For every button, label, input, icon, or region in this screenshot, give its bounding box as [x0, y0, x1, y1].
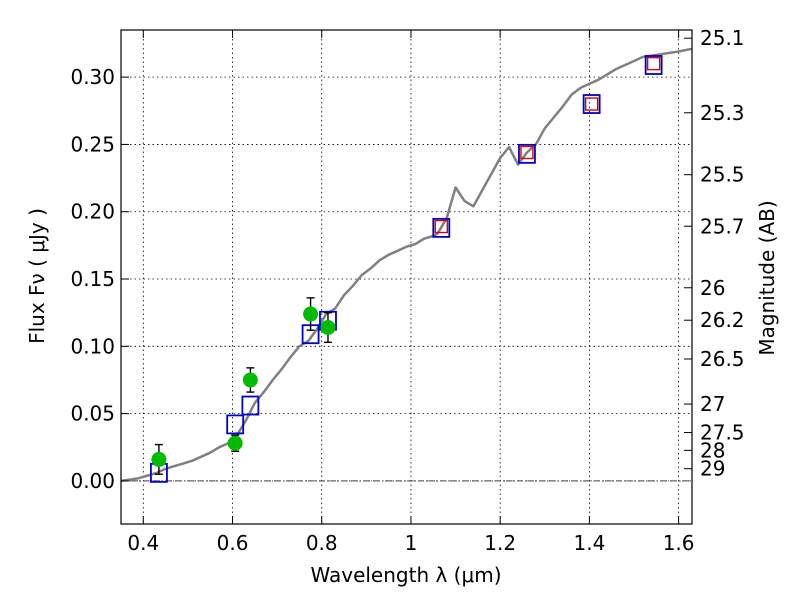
nir-photometry-marker-2 [584, 97, 599, 111]
model-photometry-marker-6 [518, 143, 536, 164]
x-tick-label-6: 1.6 [663, 531, 695, 555]
observed-photometry-points [151, 297, 336, 475]
y2-tick-label-1: 25.3 [700, 101, 745, 125]
model-spectrum-line [120, 47, 693, 483]
model-photometry-marker-1 [226, 414, 245, 435]
model-photometry-marker-8 [644, 55, 663, 75]
model-photometry-marker-2 [241, 395, 260, 416]
observed-marker-0 [151, 451, 167, 467]
observed-point-3 [303, 297, 319, 331]
x-tick-label-2: 0.8 [306, 531, 338, 555]
y2-tick-label-8: 27.5 [700, 420, 745, 444]
y2-tick-label-0: 25.1 [700, 26, 745, 50]
nir-photometry-marker-0 [434, 219, 448, 234]
y2-tick-label-4: 26 [700, 276, 725, 300]
y2-tick-label-7: 27 [700, 392, 725, 416]
x-axis-title: Wavelength λ (μm) [310, 563, 501, 587]
y-axis-title: Flux Fν ( μJy ) [25, 208, 49, 344]
y-tick-label-4: 0.20 [70, 200, 115, 224]
plot-border [120, 29, 693, 525]
observed-point-2 [242, 367, 258, 393]
y-axis-ticks: 0.00 0.05 0.10 0.15 0.20 0.25 0.30 [70, 65, 129, 493]
nir-photometry-marker-1 [520, 145, 534, 160]
y2-tick-label-3: 25.7 [700, 214, 745, 238]
model-photometry-markers [150, 55, 663, 483]
observed-point-4 [320, 311, 336, 343]
observed-point-0 [151, 443, 167, 475]
y2-tick-label-6: 26.5 [700, 347, 745, 371]
plot-frame [120, 29, 693, 525]
y2-tick-label-5: 26.2 [700, 308, 745, 332]
y-tick-label-5: 0.25 [70, 132, 115, 156]
y-tick-label-6: 0.30 [70, 65, 115, 89]
y-tick-label-3: 0.15 [70, 267, 115, 291]
y2-tick-label-2: 25.5 [700, 163, 745, 187]
x-axis-ticks: 0.4 0.6 0.8 1 1.2 1.4 1.6 [127, 30, 695, 555]
model-spectrum [120, 47, 693, 483]
x-tick-label-3: 1 [405, 531, 418, 555]
model-photometry-marker-5 [432, 217, 451, 238]
x-tick-label-0: 0.4 [127, 531, 159, 555]
x-tick-label-4: 1.2 [484, 531, 516, 555]
y2-tick-label-9: 28 [700, 438, 725, 462]
y-tick-label-1: 0.05 [70, 402, 115, 426]
observed-marker-1 [227, 435, 243, 451]
y-tick-label-2: 0.10 [70, 334, 115, 358]
grid-lines [121, 30, 692, 524]
x-tick-label-1: 0.6 [217, 531, 249, 555]
observed-marker-2 [242, 372, 258, 388]
x-tick-label-5: 1.4 [573, 531, 605, 555]
observed-marker-4 [320, 319, 336, 335]
observed-marker-3 [303, 306, 319, 322]
y2-axis-title: Magnitude (AB) [755, 200, 779, 355]
nir-photometry-marker-3 [646, 56, 661, 71]
model-photometry-marker-7 [582, 94, 601, 114]
y2-tick-label-10: 29 [700, 457, 725, 481]
y-tick-label-0: 0.00 [70, 469, 115, 493]
nir-photometry-markers [434, 56, 661, 234]
observed-point-1 [227, 434, 243, 453]
